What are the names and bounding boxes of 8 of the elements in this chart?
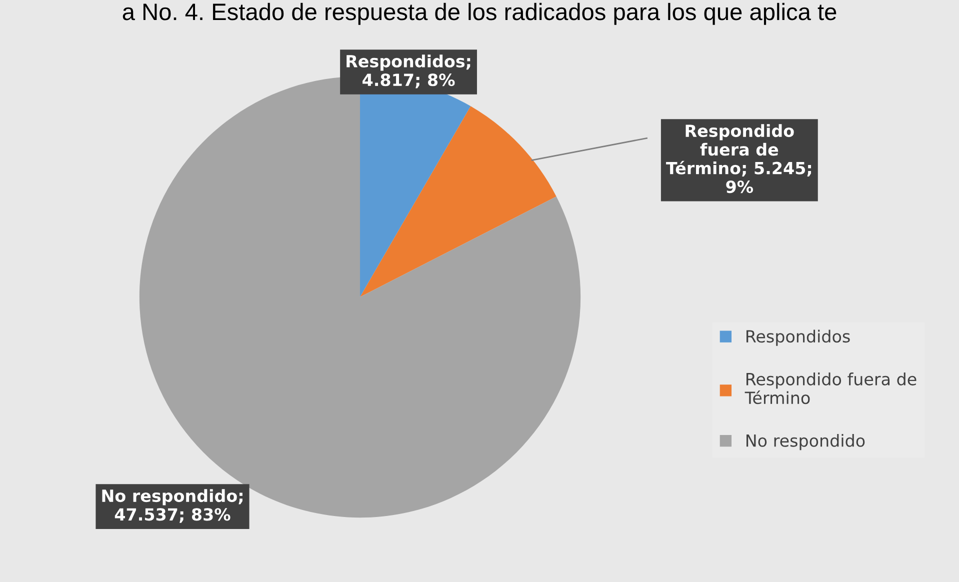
- data-label: Respondido fuera de Término; 5.245; 9%: [666, 124, 812, 194]
- legend-label: Respondido fuera de Término: [744, 372, 916, 404]
- chart-title: a No. 4. Estado de respuesta de los radicados para los que aplica te: [122, 2, 836, 25]
- data-label: Respondidos; 4.817; 8%: [346, 54, 470, 88]
- legend-label: Respondidos: [746, 330, 850, 346]
- legend-label: No respondido: [746, 434, 865, 450]
- pie-slice: [360, 106, 556, 297]
- data-label: No respondido; 47.537; 83%: [102, 489, 242, 523]
